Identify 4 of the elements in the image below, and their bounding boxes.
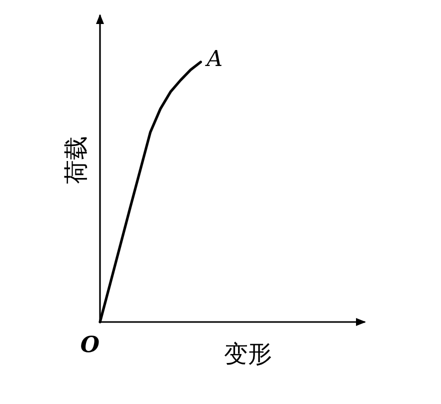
text: A <box>204 47 223 72</box>
y-axis-title: 荷载 <box>62 136 90 184</box>
x-axis-title: 变形 <box>224 340 272 368</box>
text: O <box>80 332 100 358</box>
